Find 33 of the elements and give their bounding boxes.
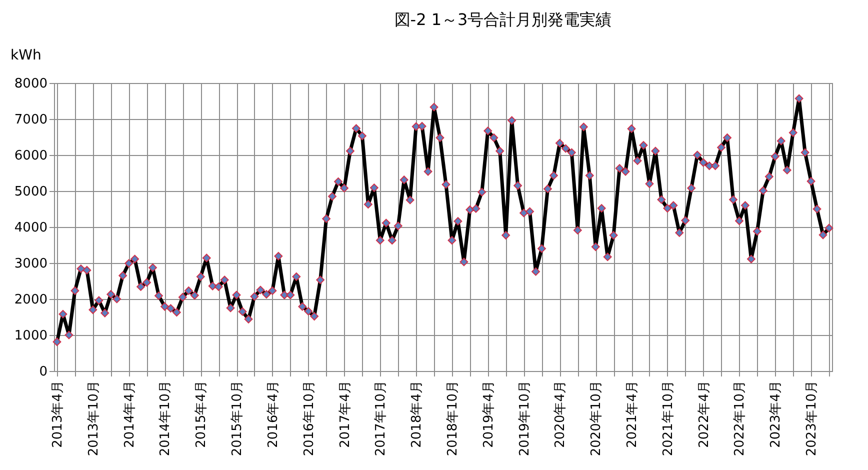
x-tick-label: 2023年10月 [804,380,820,456]
x-tick-label: 2014年10月 [158,380,174,456]
x-tick-label: 2018年10月 [445,380,460,456]
x-tick-label: 2017年4月 [338,380,353,448]
x-tick-label: 2021年10月 [660,380,676,456]
y-tick-label: 7000 [14,112,48,128]
x-tick-label: 2014年4月 [122,380,138,448]
x-tick-label: 2019年10月 [517,380,532,456]
x-tick-label: 2020年4月 [553,380,568,448]
x-tick-label: 2015年4月 [194,380,210,448]
y-tick-label: 6000 [14,148,48,164]
y-tick-label: 2000 [14,292,48,308]
y-tick-label: 5000 [14,184,48,200]
x-tick-label: 2013年10月 [86,380,102,456]
x-tick-label: 2020年10月 [589,380,604,456]
x-tick-label: 2016年10月 [302,380,317,456]
x-tick-label: 2019年4月 [481,380,496,448]
x-tick-label: 2017年10月 [374,380,389,456]
x-tick-label: 2013年4月 [50,380,66,448]
x-tick-label: 2023年4月 [768,380,784,448]
x-tick-label: 2016年4月 [266,380,281,448]
x-tick-label: 2018年4月 [410,380,425,448]
y-tick-label: 0 [39,364,48,380]
x-tick-label: 2015年10月 [230,380,246,456]
y-tick-label: 4000 [14,220,48,236]
chart-title: 図-2 1～3号合計月別発電実績 [394,10,612,29]
y-tick-label: 8000 [14,76,48,92]
x-tick-label: 2021年4月 [625,380,640,448]
y-axis-title: kWh [10,48,42,64]
x-tick-label: 2022年4月 [696,380,712,448]
x-tick-label: 2022年10月 [732,380,748,456]
y-tick-label: 3000 [14,256,48,272]
y-tick-label: 1000 [14,328,48,344]
